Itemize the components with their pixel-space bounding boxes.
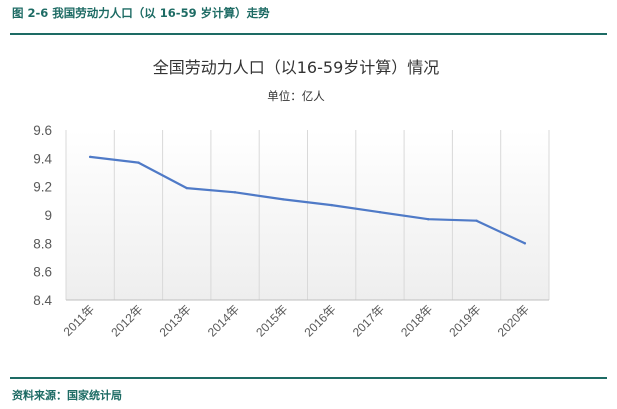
x-tick-labels: 2011年 2012年 2013年 2014年 2015年 2016年 2017年 2018年… <box>61 302 532 339</box>
x-tick-label: 2015年 <box>253 302 290 339</box>
data-points <box>88 155 527 245</box>
x-tick-label: 2020年 <box>495 302 532 339</box>
data-point <box>427 218 430 221</box>
data-point <box>88 155 92 159</box>
y-tick-label: 8.6 <box>33 265 52 280</box>
x-tick-label: 2017年 <box>350 302 387 339</box>
y-tick-label: 8.8 <box>33 236 52 251</box>
x-tick-label: 2012年 <box>108 302 145 339</box>
data-point <box>330 203 333 207</box>
y-tick-label: 8.4 <box>33 293 52 308</box>
data-point <box>282 198 285 201</box>
source-note: 资料来源：国家统计局 <box>12 389 122 402</box>
x-tick-label: 2016年 <box>302 302 339 339</box>
x-tick-label: 2019年 <box>446 302 483 339</box>
y-tick-labels: 8.4 8.6 8.8 9 9.2 9.4 9.6 <box>33 123 52 308</box>
data-point <box>137 161 140 164</box>
chart-subtitle: 单位：亿人 <box>267 89 325 103</box>
top-divider <box>10 33 607 35</box>
x-tick-label: 2013年 <box>157 302 194 339</box>
figure-caption: 图 2-6 我国劳动力人口（以 16-59 岁计算）走势 <box>12 6 270 20</box>
data-point <box>233 191 237 194</box>
x-tick-label: 2018年 <box>398 302 435 339</box>
bottom-divider <box>10 377 607 379</box>
data-point <box>185 186 188 190</box>
series-line <box>89 155 526 245</box>
data-point <box>475 219 478 222</box>
y-tick-label: 9 <box>44 208 52 223</box>
data-point <box>378 210 382 214</box>
chart-title: 全国劳动力人口（以16-59岁计算）情况 <box>153 58 440 77</box>
data-point <box>523 242 527 245</box>
x-tick-label: 2014年 <box>205 302 242 339</box>
y-tick-label: 9.2 <box>33 180 52 195</box>
x-tick-label: 2011年 <box>61 302 98 339</box>
y-tick-label: 9.6 <box>33 123 52 138</box>
y-tick-label: 9.4 <box>33 151 52 166</box>
